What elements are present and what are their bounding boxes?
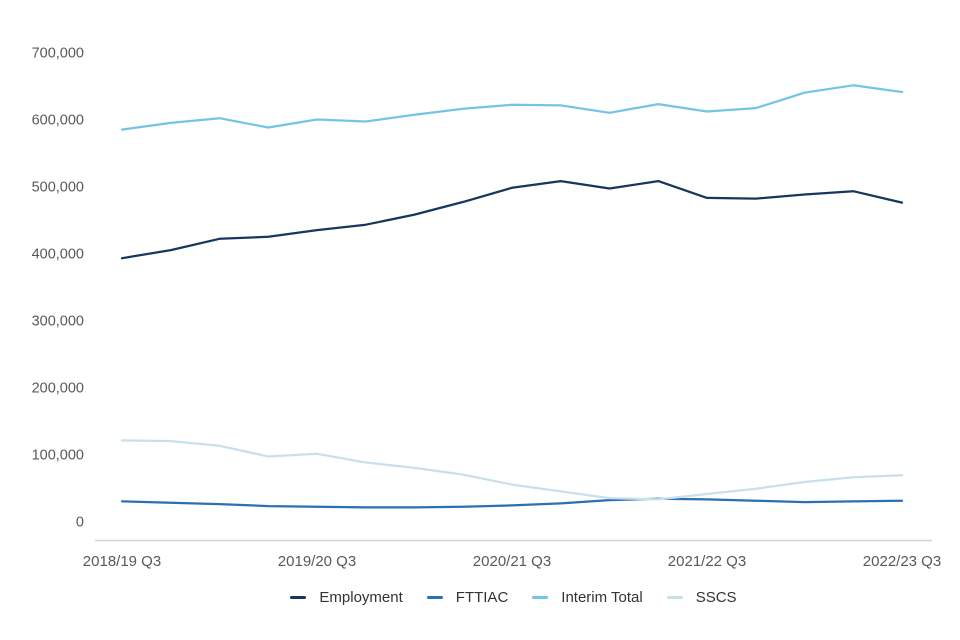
legend-label: Interim Total <box>561 588 643 606</box>
y-axis-tick-label: 100,000 <box>32 448 84 464</box>
legend-item-fttiac[interactable]: FTTIAC <box>426 588 509 606</box>
legend-label: FTTIAC <box>455 588 509 606</box>
chart-legend: Employment FTTIAC Interim Total SSCS <box>95 584 932 610</box>
y-axis-tick-label: 300,000 <box>32 314 84 330</box>
legend-dash-icon <box>532 595 549 599</box>
legend-dash-icon <box>426 595 443 599</box>
x-axis-tick-label: 2020/21 Q3 <box>473 553 551 570</box>
x-axis-tick-label: 2021/22 Q3 <box>668 553 746 570</box>
y-axis-tick-label: 400,000 <box>32 247 84 263</box>
y-axis-tick-label: 600,000 <box>32 113 84 129</box>
legend-item-interim-total[interactable]: Interim Total <box>532 588 643 606</box>
y-axis-tick-label: 500,000 <box>32 180 84 196</box>
legend-label: Employment <box>319 588 403 606</box>
series-line-fttiac <box>120 497 904 509</box>
y-axis-tick-label: 700,000 <box>32 46 84 62</box>
series-line-sscs <box>120 439 904 501</box>
y-axis-tick-label: 200,000 <box>32 381 84 397</box>
series-line-employment <box>120 179 904 260</box>
x-axis-tick-label: 2018/19 Q3 <box>83 553 161 570</box>
series-line-interim-total <box>120 84 904 131</box>
x-axis-tick-label: 2019/20 Q3 <box>278 553 356 570</box>
legend-item-sscs[interactable]: SSCS <box>666 588 737 606</box>
legend-dash-icon <box>666 595 683 599</box>
legend-item-employment[interactable]: Employment <box>290 588 403 606</box>
y-axis-tick-label: 0 <box>76 515 84 531</box>
legend-dash-icon <box>290 595 307 599</box>
legend-label: SSCS <box>695 588 737 606</box>
x-axis-tick-label: 2022/23 Q3 <box>863 553 941 570</box>
